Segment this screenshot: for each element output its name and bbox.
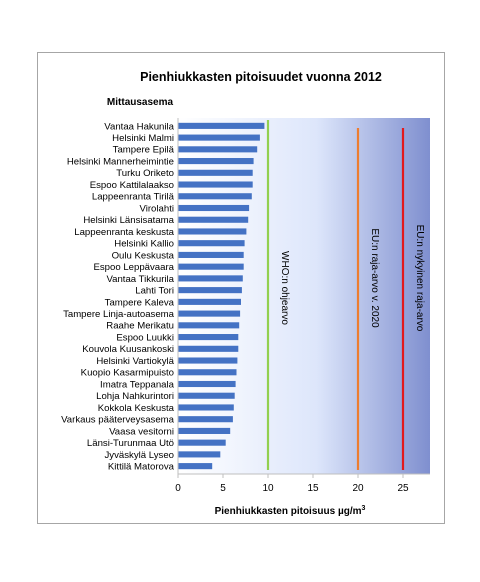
bar (178, 240, 245, 247)
category-label: Vantaa Hakunila (104, 121, 174, 132)
bar (178, 134, 260, 141)
category-label: Lahti Tori (135, 286, 174, 297)
category-label: Tampere Epilä (113, 145, 175, 156)
category-label: Lappeenranta keskusta (74, 227, 174, 238)
x-tick-label: 20 (352, 483, 364, 494)
reference-line-label: EU:n raja-arvo v. 2020 (369, 228, 380, 328)
x-tick-label: 5 (220, 483, 226, 494)
category-label: Vaasa vesitorni (109, 426, 174, 437)
reference-lines-group: WHO:n ohjearvo EU:n raja-arvo v. 2020 EU:n… (266, 120, 425, 470)
bar (178, 451, 221, 458)
bars-group (178, 122, 265, 470)
bar (178, 357, 238, 364)
category-label: Lohja Nahkurintori (96, 391, 174, 402)
bar (178, 263, 244, 270)
category-label: Helsinki Malmi (112, 133, 174, 144)
bar (178, 216, 249, 223)
bar (178, 146, 258, 153)
bar (178, 404, 234, 411)
bar (178, 158, 254, 165)
x-tick-label: 0 (175, 483, 181, 494)
bar (178, 181, 253, 188)
category-label: Helsinki Mannerheimintie (67, 156, 174, 167)
bar (178, 275, 243, 282)
category-label: Imatra Teppanala (100, 379, 175, 390)
category-label: Länsi-Turunmaa Utö (87, 438, 174, 449)
x-tick-label: 10 (262, 483, 274, 494)
plot-area (178, 118, 430, 474)
chart-title: Pienhiukkasten pitoisuudet vuonna 2012 (140, 70, 382, 84)
category-label: Helsinki Vartiokylä (96, 356, 174, 367)
bar (178, 392, 235, 399)
chart-frame: Pienhiukkasten pitoisuudet vuonna 2012 M… (37, 52, 445, 524)
category-label: Raahe Merikatu (106, 321, 174, 332)
x-axis-title-text: Pienhiukkasten pitoisuus µg/m (215, 506, 362, 517)
x-tick-label: 25 (397, 483, 409, 494)
x-axis: 0 5 10 15 20 25 (175, 118, 430, 494)
reference-line-label: EU:n nykyinen raja-arvo (414, 225, 425, 332)
category-label: Espoo Luukki (116, 332, 174, 343)
bar (178, 334, 239, 341)
category-label: Helsinki Kallio (114, 239, 174, 250)
category-label: Kittilä Matorova (108, 462, 175, 473)
bar (178, 169, 253, 176)
category-label: Vantaa Tikkurila (106, 274, 174, 285)
category-label: Tampere Linja-autoasema (63, 309, 175, 320)
category-label: Lappeenranta Tirilä (92, 192, 175, 203)
bar (178, 228, 247, 235)
category-label: Jyväskylä Lyseo (105, 450, 175, 461)
category-label: Espoo Leppävaara (93, 262, 174, 273)
bar (178, 345, 239, 352)
bar (178, 193, 252, 200)
x-axis-title-superscript: 3 (362, 505, 366, 512)
chart-svg: Pienhiukkasten pitoisuudet vuonna 2012 M… (61, 70, 430, 517)
bar (178, 439, 226, 446)
category-label: Turku Oriketo (116, 168, 174, 179)
x-axis-title: Pienhiukkasten pitoisuus µg/m3 (215, 505, 366, 517)
bar (178, 427, 231, 434)
y-axis-title: Mittausasema (107, 97, 174, 108)
category-label: Virolahti (140, 203, 175, 214)
bar (178, 251, 244, 258)
bar (178, 298, 241, 305)
category-label: Varkaus pääterveysasema (61, 415, 175, 426)
category-label: Espoo Kattilalaakso (90, 180, 174, 191)
bar (178, 416, 233, 423)
reference-line-label: WHO:n ohjearvo (279, 251, 290, 325)
x-tick-label: 15 (307, 483, 319, 494)
bar (178, 380, 236, 388)
category-label: Kouvola Kuusankoski (82, 344, 174, 355)
bar (178, 122, 265, 129)
category-label: Tampere Kaleva (105, 297, 175, 308)
bar (178, 322, 240, 329)
bar (178, 204, 250, 212)
bar (178, 310, 241, 317)
bar (178, 369, 237, 376)
category-label: Kuopio Kasarmipuisto (81, 368, 174, 379)
bar (178, 287, 242, 294)
category-label: Helsinki Länsisatama (83, 215, 174, 226)
category-label: Oulu Keskusta (112, 250, 175, 261)
bar (178, 463, 213, 470)
category-label: Kokkola Keskusta (98, 403, 175, 414)
